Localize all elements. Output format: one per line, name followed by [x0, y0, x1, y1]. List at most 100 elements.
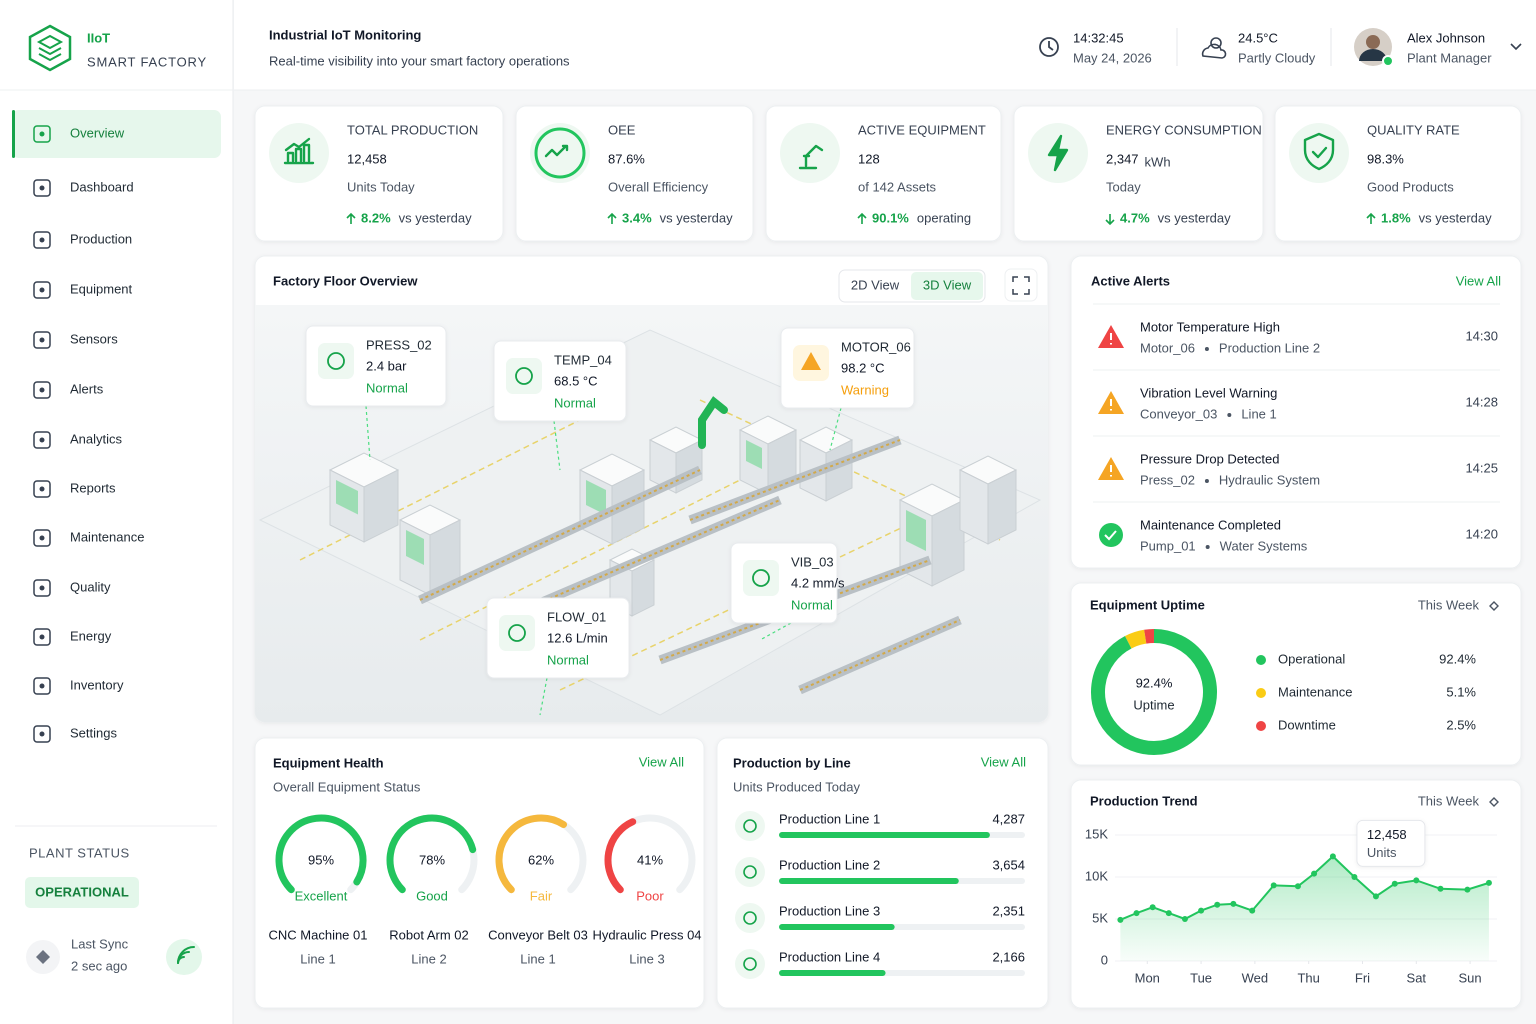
sensor-value: 12.6 L/min: [547, 630, 608, 645]
trend-area: [1120, 856, 1489, 961]
nav-item[interactable]: Settings: [70, 725, 117, 740]
trend-point: [1413, 877, 1420, 884]
nav-item[interactable]: Energy: [70, 628, 112, 643]
nav-icon: [33, 381, 51, 399]
y-tick-label: 0: [1101, 952, 1108, 967]
nav-item[interactable]: Sensors: [70, 331, 118, 346]
bullet: [1204, 479, 1209, 483]
nav-icon: [33, 431, 51, 449]
period-selector[interactable]: This Week: [1418, 597, 1480, 612]
nav-item[interactable]: Reports: [70, 480, 116, 495]
kpi-caption: Overall Efficiency: [608, 179, 709, 194]
kpi-label: OEE: [608, 122, 636, 137]
nav-icon: [33, 529, 51, 547]
nav-icon-dot: [39, 337, 45, 343]
nav-item[interactable]: Overview: [70, 125, 125, 140]
tooltip: [1356, 819, 1426, 867]
x-tick-label: Sat: [1407, 970, 1427, 985]
trend-point: [1149, 904, 1156, 911]
nav-item[interactable]: Production: [70, 231, 132, 246]
time: 14:32:45: [1073, 30, 1124, 45]
trend-arrow: [607, 212, 617, 224]
alert-check: [1104, 530, 1117, 541]
line-value: 2,351: [992, 903, 1025, 918]
nav-item[interactable]: Maintenance: [70, 529, 144, 544]
view-all-link[interactable]: View All: [981, 754, 1026, 769]
x-tick-label: Fri: [1355, 970, 1370, 985]
alerts-card: [1070, 255, 1522, 569]
nav-active-bar: [12, 110, 15, 158]
y-tick-label: 10K: [1085, 868, 1108, 883]
legend-dot: [1256, 655, 1266, 665]
sensor-id: MOTOR_06: [841, 339, 911, 354]
card-subtitle: Overall Equipment Status: [273, 779, 421, 794]
donut-segment: [1091, 629, 1217, 755]
view-all-link[interactable]: View All: [639, 754, 684, 769]
trend-point: [1372, 893, 1379, 900]
bullet: [1227, 413, 1232, 417]
legend-dot: [1256, 721, 1266, 731]
y-tick-label: 5K: [1092, 910, 1108, 925]
kpi-value: 87.6%: [608, 151, 645, 166]
nav-icon: [33, 677, 51, 695]
kpi-note: vs yesterday: [399, 210, 472, 225]
kpi-caption: Units Today: [347, 179, 415, 194]
health-card: [254, 737, 705, 1009]
sensor-value: 98.2 °C: [841, 360, 885, 375]
donut-center-value: 92.4%: [1136, 675, 1173, 690]
trend-point: [1133, 910, 1140, 917]
alert-source: Motor_06: [1140, 340, 1195, 355]
sensor-id: VIB_03: [791, 554, 834, 569]
sensor-status: Normal: [366, 380, 408, 395]
x-tick-label: Tue: [1190, 970, 1212, 985]
nav-item[interactable]: Equipment: [70, 281, 133, 296]
gauge-value: [604, 818, 637, 894]
machine-right: [631, 559, 655, 617]
period-icon: [1489, 601, 1499, 611]
kpi-label: QUALITY RATE: [1367, 122, 1460, 137]
line-icon-bg: [735, 811, 765, 841]
x-tick-label: Sun: [1459, 970, 1482, 985]
nav-item[interactable]: Analytics: [70, 431, 123, 446]
nav-item[interactable]: Dashboard: [70, 179, 134, 194]
user-menu[interactable]: [1510, 43, 1522, 51]
nav-item[interactable]: Inventory: [70, 677, 124, 692]
kpi-label: TOTAL PRODUCTION: [347, 122, 478, 137]
nav-icon-dot: [39, 585, 45, 591]
line-icon: [743, 957, 757, 971]
tooltip-caption: Units: [1367, 845, 1397, 860]
nav-icon-dot: [39, 387, 45, 393]
period-selector[interactable]: This Week: [1418, 793, 1480, 808]
line-value: 4,287: [992, 811, 1025, 826]
nav-icon: [33, 725, 51, 743]
floor-marking: [419, 459, 781, 641]
equipment-location: Line 3: [629, 951, 664, 966]
sensor-value: 68.5 °C: [554, 373, 598, 388]
view-option[interactable]: 2D View: [851, 277, 900, 292]
line-name: Production Line 4: [779, 949, 880, 964]
view-all-link[interactable]: View All: [1456, 273, 1501, 288]
expand-button[interactable]: [1004, 268, 1038, 302]
legend-label: Operational: [1278, 651, 1345, 666]
sensor-leader: [829, 407, 842, 451]
nav-icon: [33, 628, 51, 646]
kpi-icon: [544, 144, 569, 158]
nav-item[interactable]: Alerts: [70, 381, 104, 396]
nav-item[interactable]: Quality: [70, 579, 111, 594]
machine-right: [987, 469, 1017, 545]
sensor-status: Normal: [791, 597, 833, 612]
trend-point: [1464, 886, 1471, 893]
sync-label: Last Sync: [71, 936, 129, 951]
trend-arrow: [857, 212, 867, 224]
header: [234, 0, 1536, 90]
gauge-label: 41%: [637, 852, 663, 867]
view-option[interactable]: 3D View: [923, 277, 972, 292]
line-name: Production Line 3: [779, 903, 880, 918]
kpi-unit: kWh: [1145, 154, 1171, 169]
date: May 24, 2026: [1073, 50, 1152, 65]
status-badge: [25, 877, 139, 908]
gauge-value: [495, 814, 568, 894]
kpi-change: 90.1%: [872, 210, 909, 225]
equipment-name: Hydraulic Press 04: [592, 927, 701, 942]
